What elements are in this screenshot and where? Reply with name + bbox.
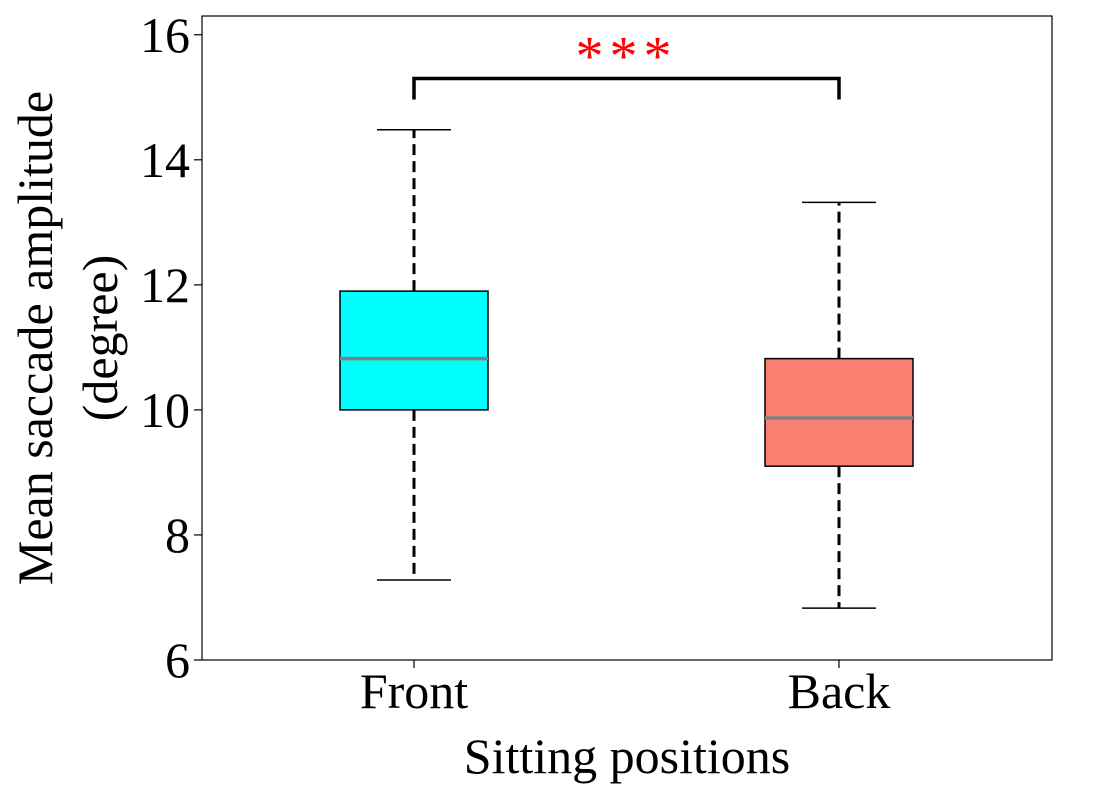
bracket-line (412, 76, 841, 100)
significance-label: *** (576, 26, 678, 88)
iqr-box (764, 357, 914, 467)
iqr-box (339, 290, 489, 411)
x-tick-label: Front (360, 663, 468, 719)
axes: 6 8 10 12 14 16 Front Back (140, 7, 1053, 719)
y-axis-label-line-2: (degree) (72, 255, 128, 422)
y-tick-label: 14 (140, 132, 190, 188)
x-tick-label: Back (788, 663, 891, 719)
box-back (764, 201, 914, 609)
plot-area: *** (339, 26, 914, 609)
y-axis-label: Mean saccade amplitude (degree) (7, 91, 128, 585)
significance-bracket: *** (412, 26, 841, 100)
y-tick-label: 16 (140, 7, 190, 63)
y-tick-label: 10 (140, 382, 190, 438)
y-tick-label: 6 (165, 632, 190, 688)
y-tick-label: 8 (165, 507, 190, 563)
plot-frame (201, 15, 1053, 661)
x-axis-label: Sitting positions (464, 728, 790, 784)
y-tick-label: 12 (140, 257, 190, 313)
y-axis-label-line-1: Mean saccade amplitude (7, 91, 63, 585)
box-front (339, 129, 489, 581)
